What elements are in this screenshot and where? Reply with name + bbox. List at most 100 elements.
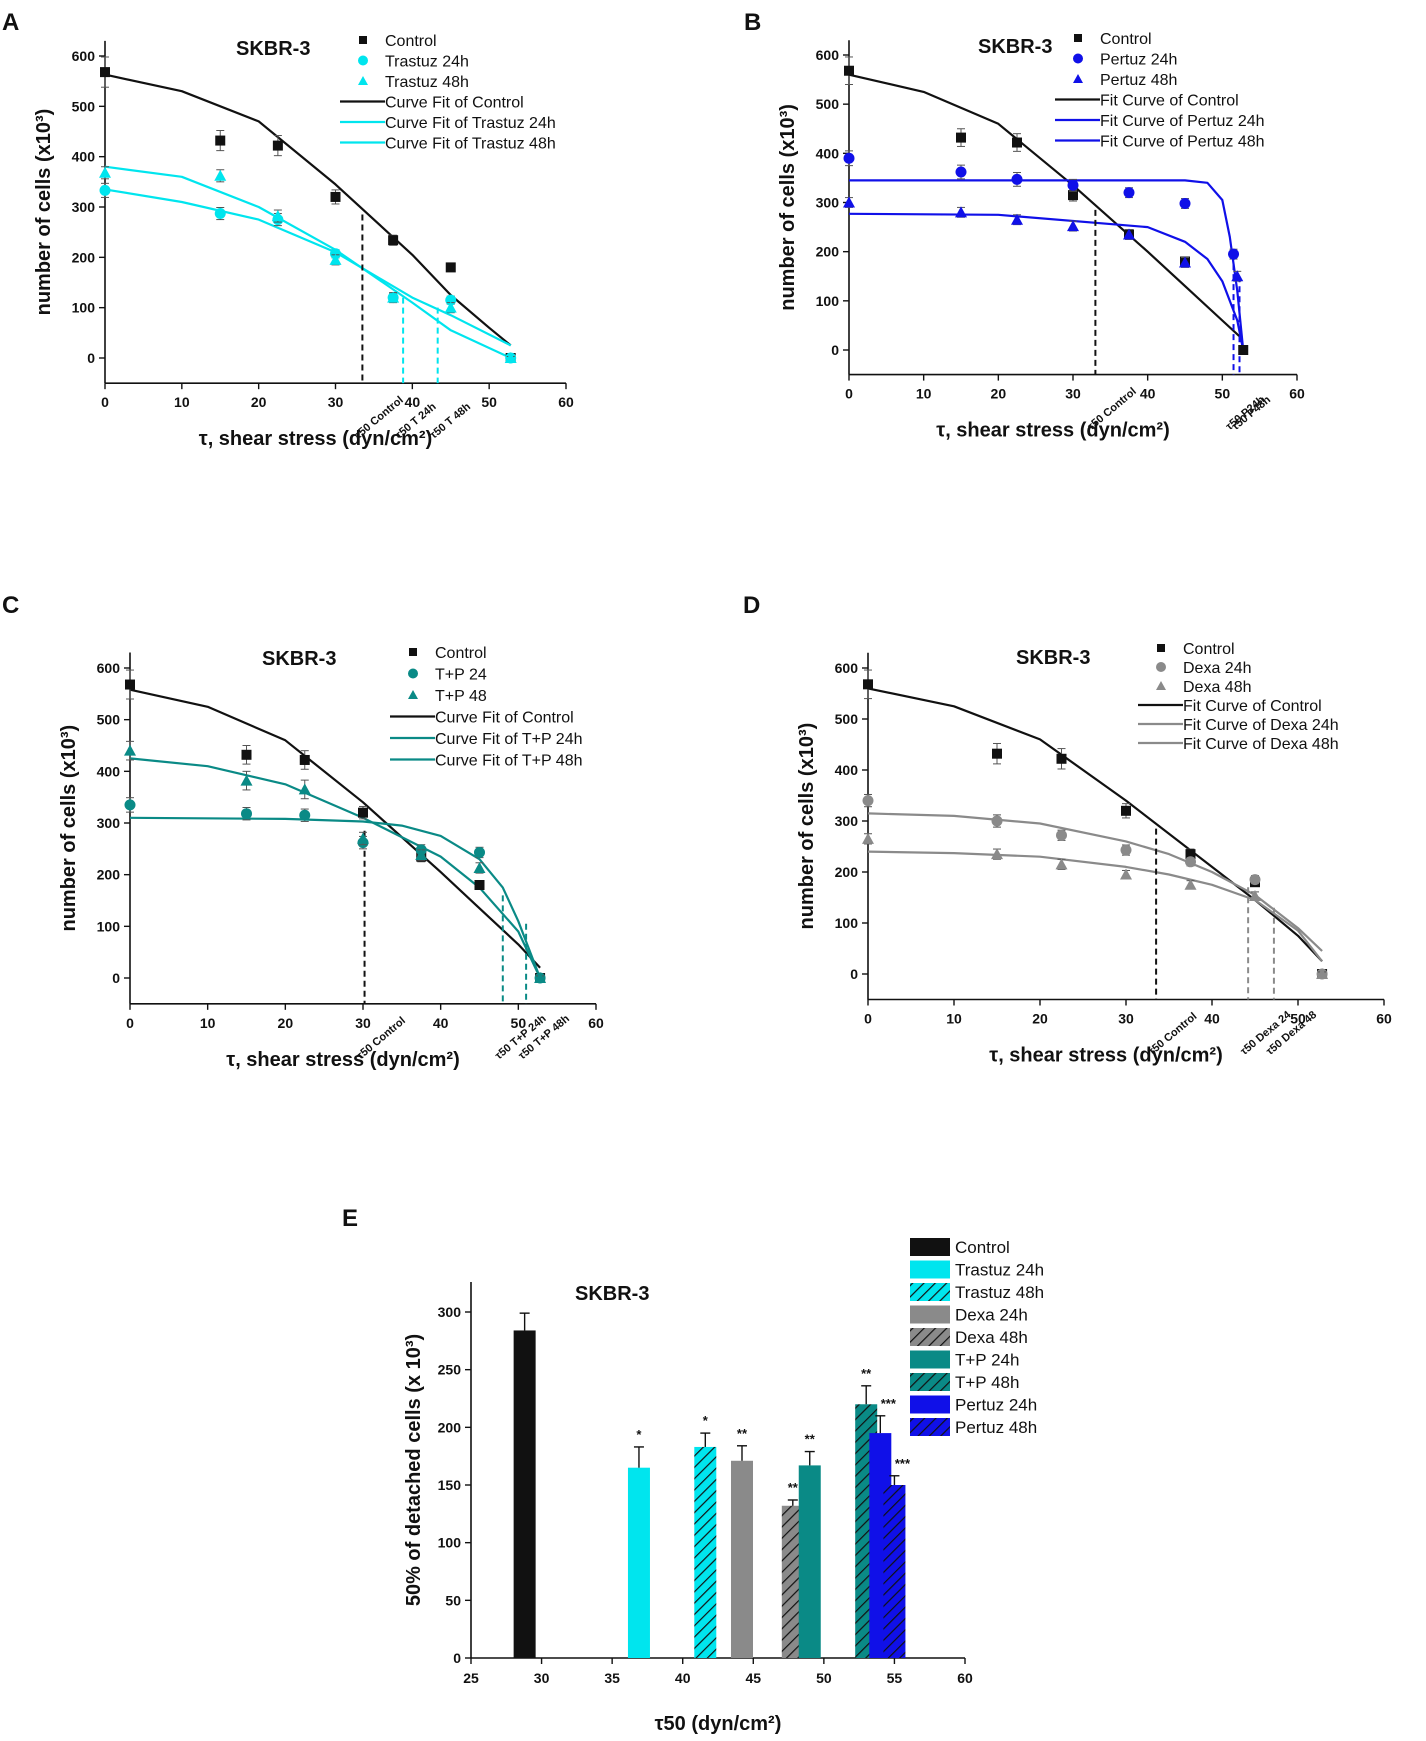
- data-point: [1185, 856, 1196, 868]
- x-tick-label: 55: [887, 1670, 903, 1686]
- bar-trastuz-48h: [694, 1446, 717, 1658]
- legend: Control Dexa 24h Dexa 48h Fit Curve of Cont…: [1138, 641, 1339, 753]
- chart-title: SKBR-3: [236, 38, 310, 60]
- significance-label: ***: [895, 1456, 911, 1471]
- legend-label: Control: [435, 645, 487, 662]
- fit-curve-curve-fit-of-t-p-48h: [129, 757, 542, 979]
- data-point: [1316, 968, 1329, 979]
- x-tick-label: 25: [463, 1670, 479, 1686]
- data-point: [473, 861, 486, 873]
- data-point: [1067, 179, 1079, 191]
- y-tick-label: 200: [835, 864, 859, 880]
- data-point: [1067, 220, 1079, 232]
- x-tick-label: 0: [845, 386, 853, 402]
- y-tick-label: 300: [97, 815, 121, 831]
- data-point: [298, 783, 311, 795]
- y-tick-label: 300: [72, 199, 96, 215]
- y-tick-label: 200: [816, 244, 840, 260]
- data-point: [1231, 270, 1244, 282]
- y-tick-label: 200: [97, 867, 121, 883]
- legend-swatch: [910, 1260, 950, 1279]
- data-point: [1120, 844, 1132, 856]
- data-point: [214, 169, 227, 181]
- significance-label: **: [861, 1366, 872, 1381]
- legend-marker: [1073, 53, 1083, 64]
- fit-curve-curve-fit-of-t-p-24h: [129, 816, 542, 979]
- y-tick-label: 400: [816, 145, 840, 161]
- data-point: [1249, 889, 1261, 901]
- x-tick-label: 10: [174, 394, 190, 410]
- data-point: [474, 846, 485, 858]
- data-point: [955, 166, 967, 178]
- legend-marker: [1073, 74, 1083, 83]
- data-point: [955, 206, 967, 218]
- panel-letter: E: [342, 1205, 358, 1232]
- data-point: [387, 291, 400, 303]
- x-tick-label: 0: [126, 1015, 134, 1031]
- panel-b: B SKBR-3 0 100 200 300 400 500 600 0 10 20 30 40 50 60 n…: [744, 9, 1305, 442]
- significance-label: **: [805, 1432, 816, 1447]
- x-tick-label: 60: [957, 1670, 973, 1686]
- y-tick-label: 100: [835, 915, 859, 931]
- legend-label: Dexa 24h: [1183, 660, 1252, 677]
- legend-label: Trastuz 24h: [955, 1261, 1044, 1280]
- legend-marker: [1157, 644, 1165, 652]
- y-tick-label: 0: [453, 1650, 461, 1666]
- y-tick-label: 100: [72, 300, 96, 316]
- legend-label: Fit Curve of Pertuz 48h: [1100, 134, 1265, 151]
- bar-pertuz-48h: [883, 1485, 906, 1658]
- chart-title: SKBR-3: [1016, 647, 1090, 669]
- bar-dexa-48h: [781, 1505, 804, 1658]
- x-axis-label: τ, shear stress (dyn/cm²): [936, 420, 1169, 442]
- data-point: [1011, 213, 1023, 225]
- data-point: [99, 166, 111, 178]
- legend-marker: [1156, 681, 1166, 690]
- legend-label: Trastuz 48h: [385, 74, 469, 91]
- y-tick-label: 500: [816, 96, 840, 112]
- legend-label: Control: [385, 33, 437, 50]
- fit-curve-fit-curve-of-control: [848, 73, 1242, 339]
- data-point: [1238, 345, 1249, 355]
- legend-label: Control: [1100, 31, 1152, 48]
- data-point: [843, 196, 855, 208]
- bar-t-p-24h: [798, 1465, 821, 1658]
- data-point: [1184, 878, 1197, 890]
- y-tick-label: 500: [72, 98, 96, 114]
- legend: Control Trastuz 24h Trastuz 48h Curve Fit o…: [340, 33, 556, 153]
- data-point: [862, 795, 874, 807]
- legend-swatch: [910, 1395, 950, 1414]
- x-tick-label: 40: [675, 1670, 691, 1686]
- x-tick-label: 60: [1376, 1011, 1392, 1027]
- data-point: [271, 210, 284, 222]
- y-tick-label: 0: [831, 342, 839, 358]
- legend-marker: [359, 36, 367, 44]
- fit-curve-fit-curve-of-dexa-48h: [867, 850, 1323, 962]
- legend-label: Fit Curve of Dexa 24h: [1183, 717, 1339, 734]
- y-tick-label: 50: [445, 1592, 461, 1608]
- x-tick-label: 40: [1140, 386, 1156, 402]
- data-point: [445, 262, 456, 273]
- legend-swatch: [910, 1350, 950, 1369]
- legend-marker: [408, 668, 418, 679]
- x-tick-label: 40: [1204, 1011, 1220, 1027]
- legend-marker: [408, 690, 418, 699]
- data-point: [358, 807, 368, 818]
- fit-curve-fit-curve-of-pertuz-24h: [849, 179, 1245, 351]
- y-tick-label: 400: [835, 762, 859, 778]
- y-tick-label: 300: [438, 1304, 462, 1320]
- bar-trastuz-24h: [627, 1467, 650, 1658]
- x-tick-label: 0: [864, 1011, 872, 1027]
- y-tick-label: 100: [438, 1535, 462, 1551]
- x-tick-label: 30: [534, 1670, 550, 1686]
- legend: Control T+P 24 T+P 48 Curve Fit of Control C…: [390, 645, 582, 770]
- legend: Control Pertuz 24h Pertuz 48h Fit Curve of …: [1055, 31, 1265, 151]
- data-point: [124, 744, 136, 756]
- significance-label: ***: [881, 1396, 897, 1411]
- y-tick-label: 0: [112, 970, 120, 986]
- x-axis-label: τ, shear stress (dyn/cm²): [989, 1045, 1222, 1067]
- legend-label: Curve Fit of Control: [385, 95, 524, 112]
- data-point: [1055, 858, 1068, 870]
- y-tick-label: 200: [438, 1419, 462, 1435]
- x-tick-label: 60: [1289, 386, 1305, 402]
